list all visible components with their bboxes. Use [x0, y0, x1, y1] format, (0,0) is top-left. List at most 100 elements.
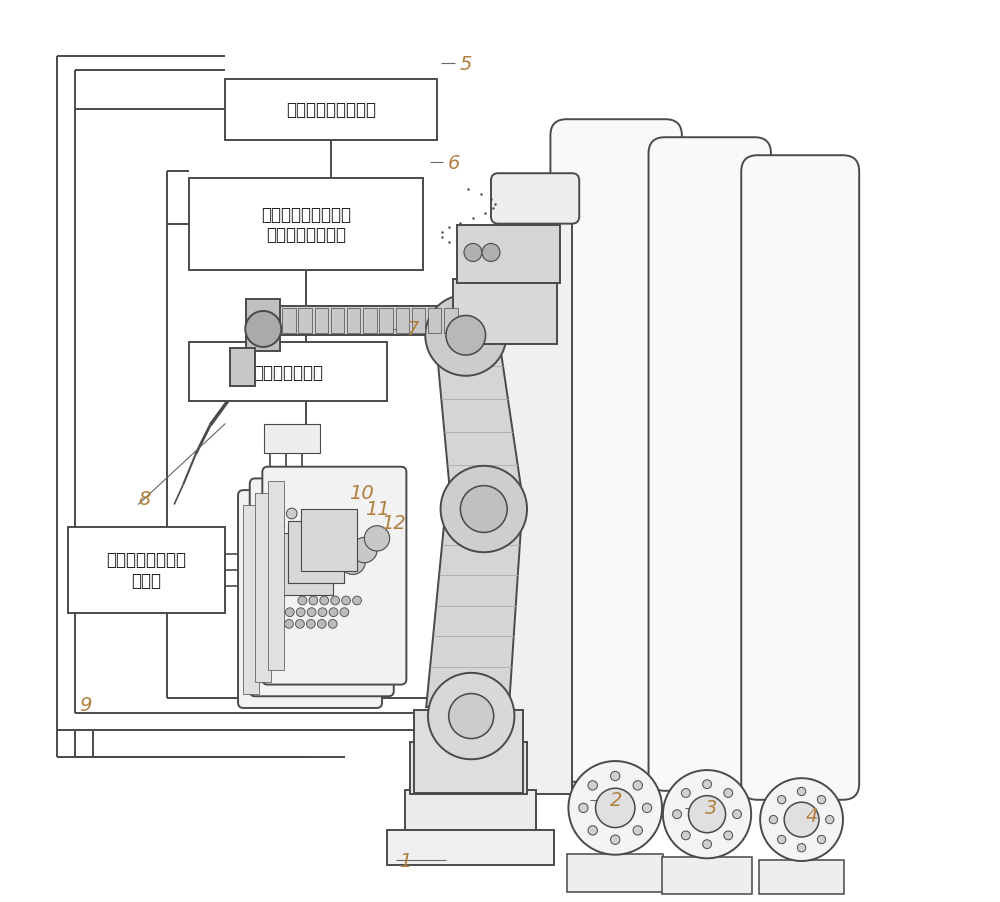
- Circle shape: [724, 831, 733, 840]
- Circle shape: [286, 509, 297, 520]
- Circle shape: [681, 831, 690, 840]
- Text: 1: 1: [399, 851, 412, 870]
- Circle shape: [797, 843, 806, 852]
- Text: 5: 5: [459, 55, 472, 74]
- Circle shape: [340, 608, 349, 617]
- Circle shape: [611, 771, 620, 781]
- Bar: [405, 790, 536, 831]
- Circle shape: [797, 787, 806, 796]
- Circle shape: [817, 835, 826, 843]
- Circle shape: [318, 608, 327, 617]
- Circle shape: [342, 596, 350, 605]
- Circle shape: [296, 620, 304, 629]
- Circle shape: [274, 620, 282, 629]
- Text: 3: 3: [705, 798, 718, 817]
- Bar: [255, 493, 271, 682]
- Circle shape: [760, 778, 843, 861]
- Bar: [301, 510, 357, 572]
- Bar: [662, 858, 752, 894]
- Circle shape: [673, 810, 681, 819]
- Circle shape: [317, 620, 326, 629]
- Bar: [246, 300, 280, 352]
- Circle shape: [285, 620, 293, 629]
- Text: 三丝交叉摇动电弧
传感器: 三丝交叉摇动电弧 传感器: [107, 551, 187, 590]
- Circle shape: [826, 815, 834, 824]
- Circle shape: [364, 526, 390, 551]
- Bar: [414, 710, 523, 793]
- Circle shape: [633, 781, 642, 790]
- Bar: [268, 482, 284, 670]
- Bar: [567, 854, 663, 892]
- Circle shape: [733, 810, 741, 819]
- Circle shape: [596, 788, 635, 828]
- Text: 8: 8: [138, 489, 150, 508]
- Circle shape: [681, 788, 690, 797]
- Polygon shape: [435, 334, 523, 498]
- Circle shape: [724, 788, 733, 797]
- Text: 7: 7: [406, 320, 419, 339]
- Bar: [379, 308, 393, 334]
- Circle shape: [778, 835, 786, 843]
- Circle shape: [428, 673, 514, 759]
- Circle shape: [663, 770, 751, 859]
- FancyBboxPatch shape: [550, 120, 682, 782]
- Bar: [189, 179, 423, 272]
- Bar: [759, 861, 844, 894]
- Circle shape: [306, 620, 315, 629]
- Bar: [410, 742, 527, 795]
- Text: 6: 6: [448, 153, 460, 173]
- Circle shape: [784, 802, 819, 837]
- Text: 10: 10: [349, 483, 374, 502]
- Circle shape: [449, 694, 494, 739]
- Bar: [428, 308, 441, 334]
- Circle shape: [817, 796, 826, 804]
- Circle shape: [328, 620, 337, 629]
- Circle shape: [460, 486, 507, 533]
- Bar: [243, 505, 259, 694]
- Circle shape: [588, 826, 597, 835]
- FancyBboxPatch shape: [649, 138, 771, 791]
- FancyBboxPatch shape: [238, 491, 382, 708]
- Circle shape: [588, 781, 597, 790]
- Circle shape: [352, 538, 377, 563]
- Circle shape: [446, 316, 486, 355]
- Circle shape: [703, 780, 711, 788]
- Circle shape: [296, 608, 305, 617]
- Circle shape: [441, 466, 527, 553]
- Bar: [264, 425, 320, 454]
- Bar: [288, 521, 344, 584]
- Text: 12: 12: [381, 513, 406, 532]
- Bar: [396, 308, 409, 334]
- Bar: [230, 348, 255, 386]
- Circle shape: [482, 244, 500, 262]
- Circle shape: [425, 296, 506, 376]
- Circle shape: [689, 796, 726, 833]
- Circle shape: [274, 520, 284, 531]
- Bar: [457, 226, 560, 284]
- Bar: [387, 831, 554, 865]
- Bar: [277, 533, 333, 595]
- Bar: [453, 281, 557, 345]
- Text: 焊枪倾角运算器: 焊枪倾角运算器: [253, 364, 323, 382]
- Circle shape: [579, 804, 588, 813]
- Circle shape: [703, 840, 711, 849]
- Polygon shape: [257, 307, 464, 336]
- Circle shape: [298, 596, 307, 605]
- Text: 焊枪姿态实时调整器: 焊枪姿态实时调整器: [286, 101, 376, 119]
- Circle shape: [353, 596, 361, 605]
- Bar: [363, 308, 377, 334]
- Circle shape: [331, 596, 340, 605]
- Bar: [266, 308, 279, 334]
- Circle shape: [262, 532, 273, 543]
- Circle shape: [464, 244, 482, 262]
- Circle shape: [568, 761, 662, 855]
- Text: 11: 11: [365, 499, 390, 518]
- FancyBboxPatch shape: [491, 174, 579, 225]
- Circle shape: [611, 835, 620, 844]
- Bar: [225, 79, 437, 141]
- FancyBboxPatch shape: [741, 156, 859, 800]
- Circle shape: [340, 549, 365, 575]
- Text: 9: 9: [80, 695, 92, 714]
- Circle shape: [633, 826, 642, 835]
- Bar: [347, 308, 360, 334]
